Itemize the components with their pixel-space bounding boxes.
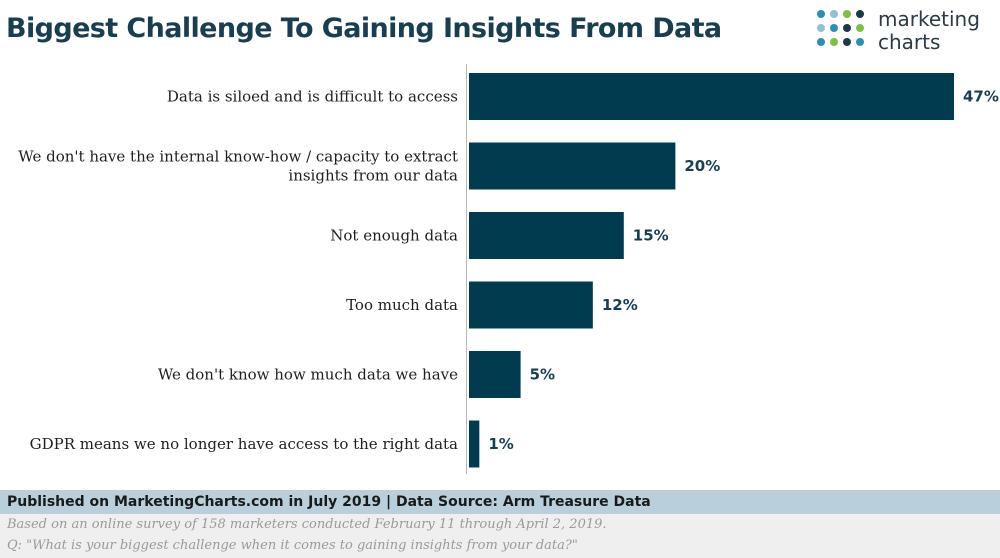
value-label: 47%: [963, 88, 999, 106]
bar: [469, 212, 624, 259]
bar: [469, 73, 954, 120]
logo-dot: [817, 38, 825, 46]
category-label: We don't know how much data we have: [158, 366, 458, 384]
published-source-line: Published on MarketingCharts.com in July…: [0, 490, 1000, 514]
survey-question: Q: "What is your biggest challenge when …: [7, 538, 578, 553]
bar: [469, 420, 480, 468]
logo-line-2: charts: [878, 30, 941, 54]
logo-dot: [817, 24, 825, 32]
category-label: insights from our data: [288, 167, 458, 185]
value-label: 20%: [684, 157, 720, 175]
logo-dot: [843, 24, 851, 32]
logo-dot: [830, 38, 838, 46]
category-label: GDPR means we no longer have access to t…: [30, 435, 458, 453]
logo-dots-icon: [817, 10, 864, 46]
value-label: 1%: [488, 435, 513, 453]
chart-title: Biggest Challenge To Gaining Insights Fr…: [6, 13, 722, 44]
category-label: Too much data: [346, 296, 458, 314]
value-label: 5%: [530, 366, 555, 384]
footer: Published on MarketingCharts.com in July…: [0, 490, 1000, 558]
logo-dot: [830, 10, 838, 18]
marketingcharts-logo: marketing charts: [816, 8, 996, 58]
bar-chart: Data is siloed and is difficult to acces…: [18, 64, 999, 474]
category-label: We don't have the internal know-how / ca…: [18, 148, 458, 166]
logo-dot: [856, 38, 864, 46]
logo-dot: [817, 10, 825, 18]
value-label: 12%: [602, 296, 638, 314]
logo-dot: [856, 10, 864, 18]
logo-dot: [856, 24, 864, 32]
value-label: 15%: [633, 227, 669, 245]
bar: [469, 142, 676, 190]
category-label: Data is siloed and is difficult to acces…: [167, 88, 458, 106]
bar: [469, 351, 521, 398]
survey-note: Based on an online survey of 158 markete…: [7, 517, 607, 532]
bar: [469, 281, 593, 329]
logo-dot: [843, 38, 851, 46]
logo-text: marketing charts: [878, 8, 980, 54]
logo-dot: [843, 10, 851, 18]
logo-dot: [830, 24, 838, 32]
logo-line-1: marketing: [878, 7, 980, 31]
category-label: Not enough data: [330, 227, 458, 245]
